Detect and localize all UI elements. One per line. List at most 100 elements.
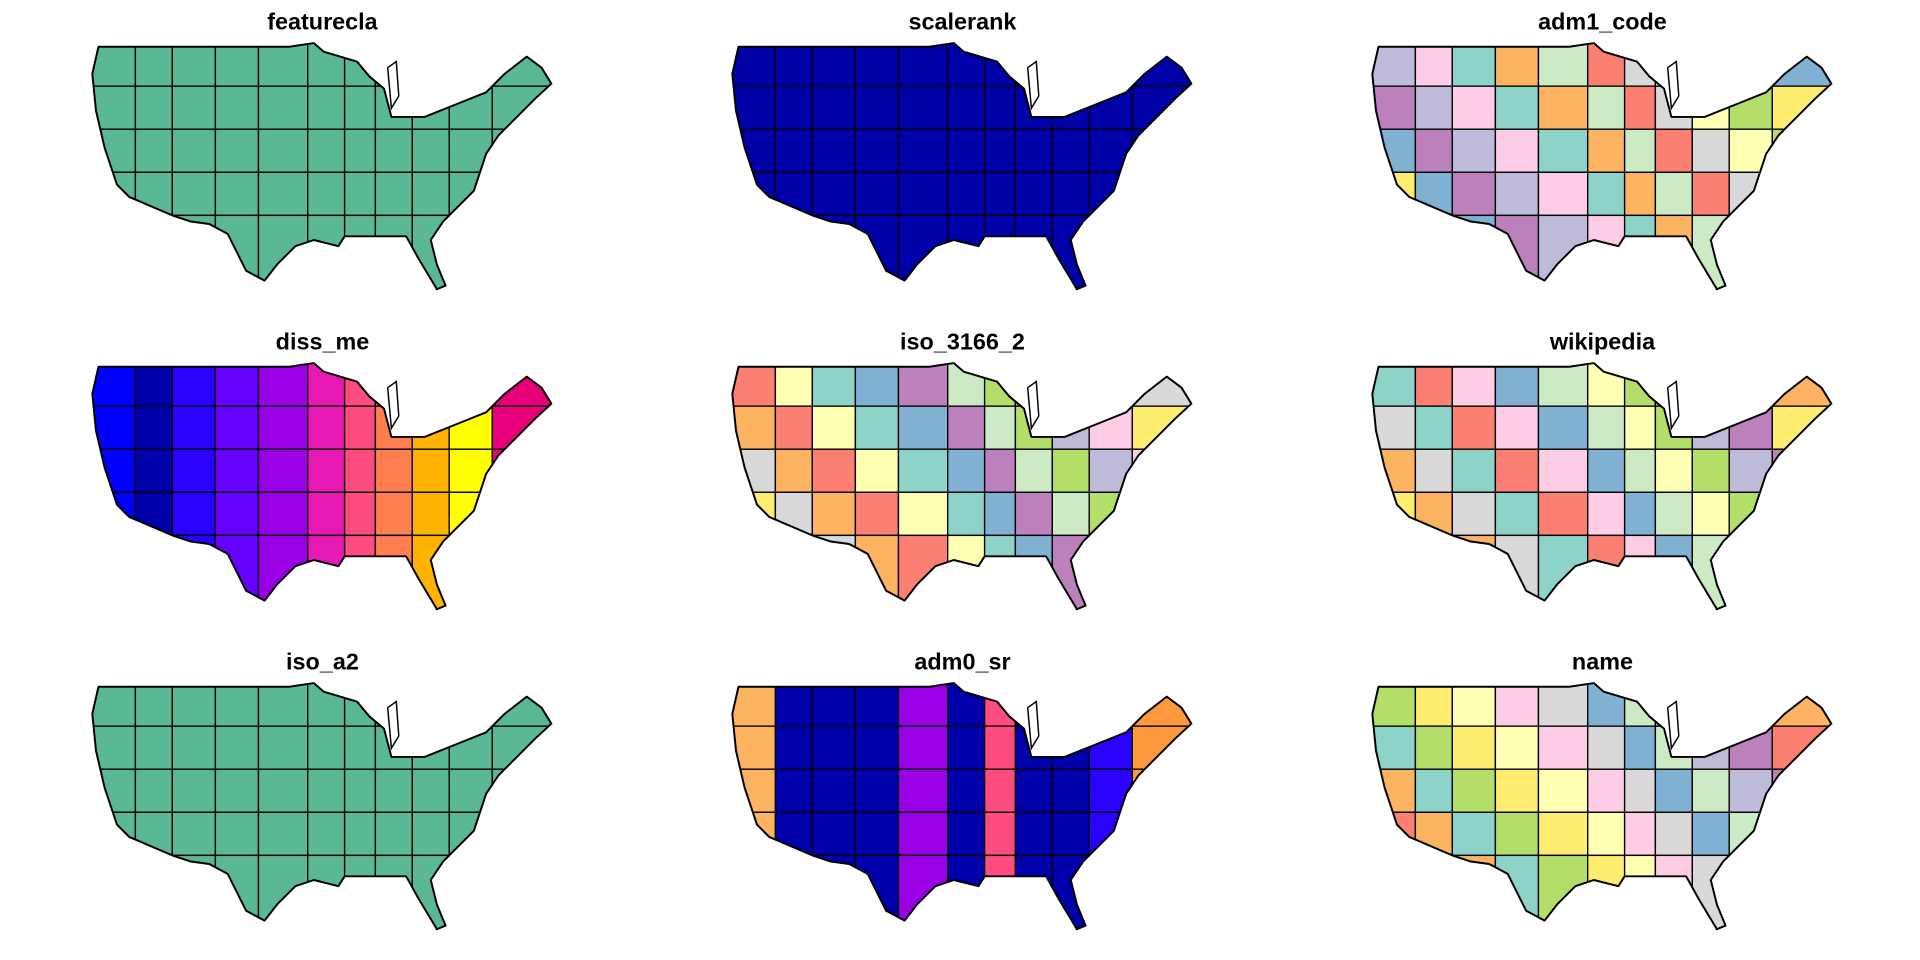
state-polygon	[897, 725, 949, 770]
state-polygon	[1088, 683, 1133, 727]
state-polygon	[1051, 448, 1090, 493]
state-polygon	[134, 448, 173, 493]
state-polygon	[1451, 811, 1497, 857]
state-polygon	[411, 725, 450, 770]
state-polygon	[947, 534, 986, 610]
state-polygon	[1088, 214, 1133, 290]
state-polygon	[1654, 491, 1693, 537]
state-polygon	[1051, 363, 1090, 407]
state-polygon	[1414, 534, 1453, 610]
state-polygon	[1051, 85, 1090, 130]
state-polygon	[897, 491, 949, 537]
state-polygon	[897, 171, 949, 217]
state-polygon	[1494, 725, 1540, 770]
state-polygon	[1131, 854, 1192, 930]
state-polygon	[448, 683, 493, 727]
state-polygon	[374, 491, 413, 537]
state-polygon	[257, 85, 309, 130]
state-polygon	[307, 43, 346, 87]
state-polygon	[343, 448, 377, 493]
state-polygon	[1587, 768, 1626, 813]
state-polygon	[491, 491, 552, 537]
state-polygon	[214, 811, 260, 857]
state-polygon	[343, 214, 377, 290]
state-polygon	[134, 405, 173, 450]
state-polygon	[774, 534, 813, 610]
state-polygon	[1587, 491, 1626, 537]
state-polygon	[1131, 171, 1192, 217]
state-polygon	[1451, 491, 1497, 537]
state-polygon	[1414, 128, 1453, 173]
state-polygon	[134, 171, 173, 217]
lake-michigan	[1666, 700, 1680, 751]
state-polygon	[983, 768, 1017, 813]
state-polygon	[307, 811, 346, 857]
state-polygon	[171, 534, 217, 610]
state-polygon	[774, 491, 813, 537]
state-polygon	[307, 363, 346, 407]
state-polygon	[343, 405, 377, 450]
state-polygon	[1691, 128, 1730, 173]
state-polygon	[214, 171, 260, 217]
state-polygon	[1451, 405, 1497, 450]
state-polygon	[1494, 363, 1540, 407]
state-polygon	[171, 214, 217, 290]
country-outline	[1371, 682, 1833, 931]
state-polygon	[1691, 363, 1730, 407]
state-polygon	[257, 768, 309, 813]
state-polygon	[1451, 171, 1497, 217]
state-polygon	[134, 768, 173, 813]
state-polygon	[897, 214, 949, 290]
state-polygon	[307, 854, 346, 930]
state-polygon	[983, 725, 1017, 770]
state-polygon	[1537, 768, 1589, 813]
state-polygon	[983, 811, 1017, 857]
state-polygon	[1451, 85, 1497, 130]
map-panel-scalerank: scalerank	[731, 9, 1193, 291]
state-polygon	[214, 85, 260, 130]
state-polygon	[257, 128, 309, 173]
state-polygon	[1728, 448, 1773, 493]
state-polygon	[257, 534, 309, 610]
state-polygon	[732, 854, 777, 930]
state-polygon	[1494, 448, 1540, 493]
state-polygon	[1654, 214, 1693, 290]
state-polygon	[1051, 43, 1090, 87]
state-polygon	[983, 171, 1017, 217]
state-polygon	[732, 214, 777, 290]
state-polygon	[1372, 171, 1417, 217]
country-outline	[1371, 362, 1833, 611]
state-polygon	[1537, 128, 1589, 173]
state-polygon	[1088, 768, 1133, 813]
state-polygon	[374, 128, 413, 173]
state-polygon	[374, 768, 413, 813]
lake-michigan	[1026, 380, 1040, 431]
state-polygon	[774, 854, 813, 930]
state-polygon	[1623, 171, 1657, 217]
state-polygon	[1494, 128, 1540, 173]
state-polygon	[448, 128, 493, 173]
state-polygon	[411, 768, 450, 813]
state-polygon	[92, 214, 137, 290]
state-polygon	[811, 405, 857, 450]
state-polygon	[1691, 405, 1730, 450]
state-polygon	[811, 85, 857, 130]
lake-michigan	[1666, 380, 1680, 431]
state-polygon	[811, 491, 857, 537]
state-polygon	[1131, 683, 1192, 727]
state-polygon	[134, 534, 173, 610]
map-panel-iso-3166-2: iso_3166_2	[731, 329, 1193, 611]
state-polygon	[811, 214, 857, 290]
state-polygon	[214, 768, 260, 813]
state-polygon	[92, 811, 137, 857]
state-polygon	[257, 363, 309, 407]
state-polygon	[1131, 534, 1192, 610]
state-polygon	[491, 43, 552, 87]
state-polygon	[897, 854, 949, 930]
state-polygon	[854, 768, 900, 813]
panel-title: diss_me	[276, 329, 370, 355]
state-polygon	[1623, 768, 1657, 813]
state-polygon	[854, 854, 900, 930]
state-polygon	[448, 534, 493, 610]
state-polygon	[1537, 171, 1589, 217]
